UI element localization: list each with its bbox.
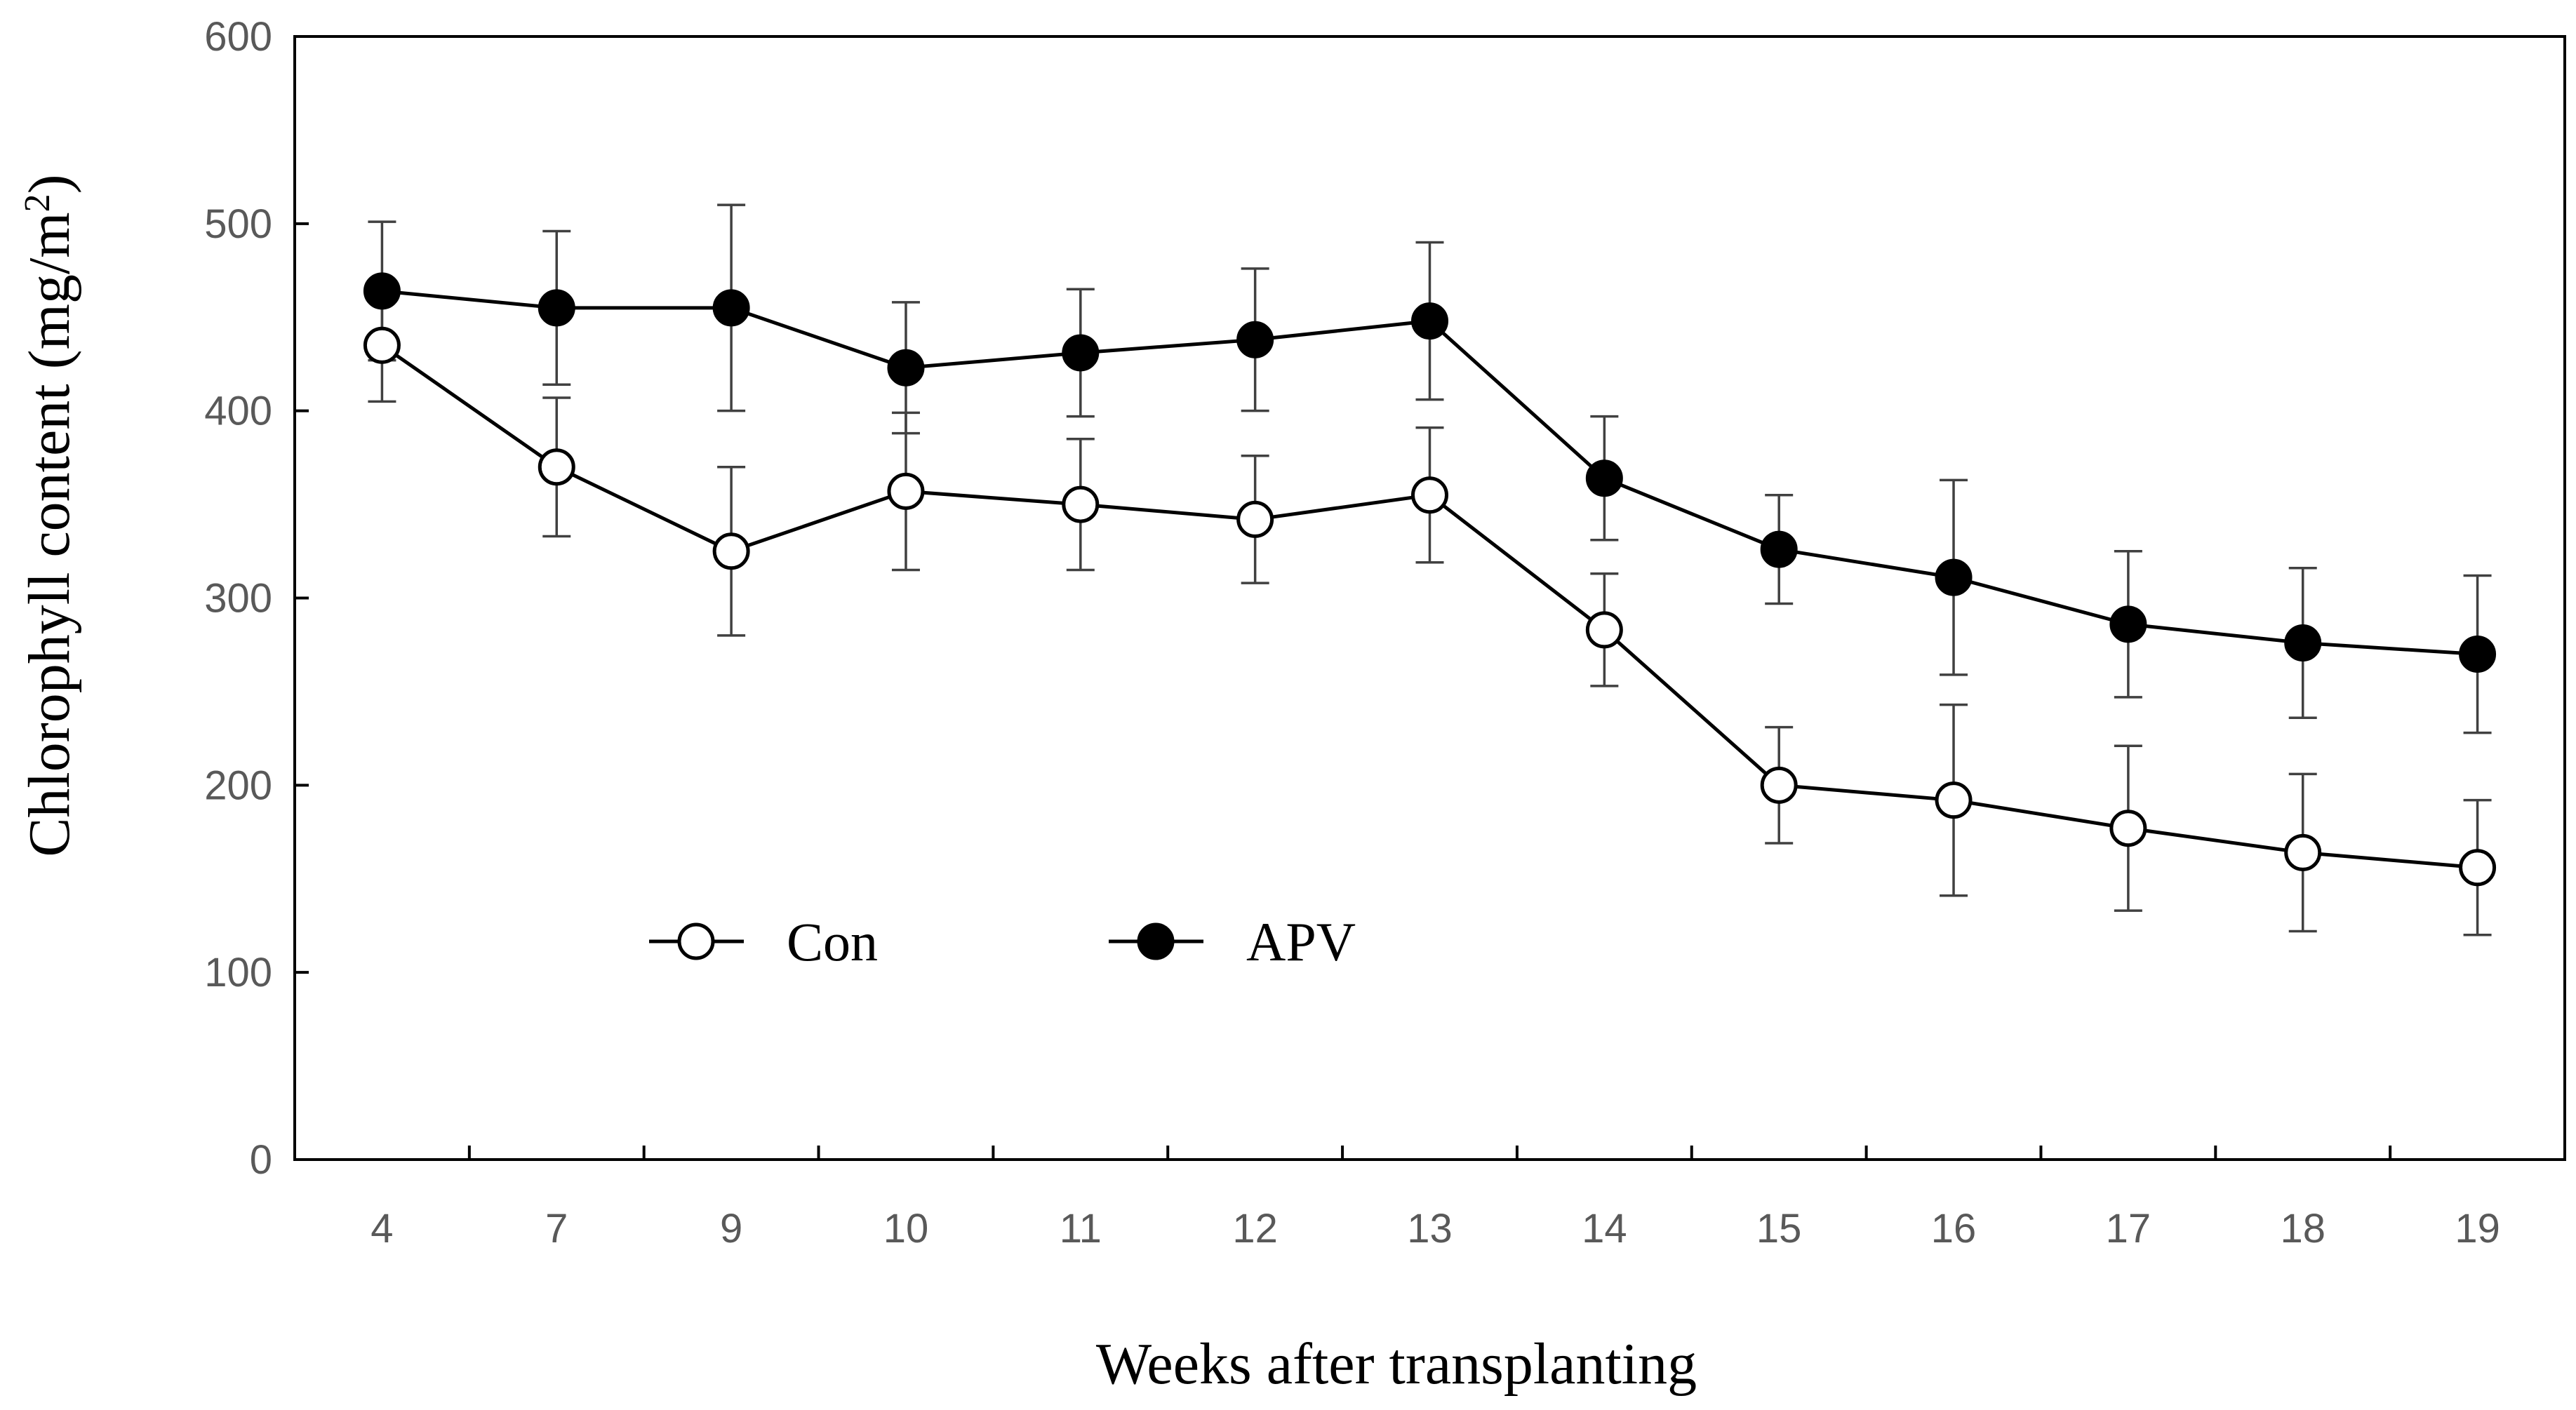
legend-label: Con: [787, 911, 878, 972]
data-point-apv: [363, 272, 401, 310]
y-tick-label: 200: [204, 763, 272, 808]
data-point-apv: [538, 289, 575, 327]
y-tick-label: 300: [204, 576, 272, 622]
data-point-con: [1062, 485, 1100, 523]
legend-item-apv: APV: [1109, 911, 1356, 972]
data-point-apv: [1585, 459, 1623, 497]
data-point-apv: [2459, 636, 2497, 673]
data-point-apv: [1411, 302, 1448, 340]
y-axis-title-superscript: 2: [18, 194, 58, 212]
data-point-apv: [1760, 530, 1798, 568]
x-tick-label: 14: [1582, 1206, 1627, 1251]
data-point-con: [1236, 500, 1274, 538]
y-tick-label: 100: [204, 950, 272, 995]
x-tick-label: 13: [1407, 1206, 1453, 1251]
data-point-apv: [712, 289, 750, 327]
x-tick-label: 17: [2106, 1206, 2151, 1251]
data-point-con: [1585, 611, 1623, 649]
legend-item-con: Con: [649, 911, 878, 972]
x-tick-label: 19: [2455, 1206, 2500, 1251]
x-tick-label: 12: [1232, 1206, 1278, 1251]
data-markers: [363, 272, 2497, 887]
data-point-apv: [1062, 334, 1100, 372]
x-tick-label: 18: [2280, 1206, 2325, 1251]
data-point-con: [2109, 810, 2147, 847]
data-point-apv: [887, 349, 925, 387]
y-axis: 0 100 200 300 400 500 600: [204, 14, 309, 1183]
y-axis-title: Chlorophyll content (mg/m2): [17, 174, 82, 857]
y-tick-label: 0: [250, 1137, 272, 1183]
data-point-con: [712, 532, 750, 570]
x-tick-label: 4: [371, 1206, 393, 1251]
y-tick-label: 600: [204, 14, 272, 60]
data-point-con: [2459, 849, 2497, 887]
data-point-con: [2284, 833, 2322, 871]
y-tick-label: 500: [204, 201, 272, 247]
data-point-con: [887, 472, 925, 510]
legend-marker: [1137, 922, 1175, 960]
y-axis-title-main: Chlorophyll content (mg/m: [17, 212, 82, 857]
x-tick-label: 9: [720, 1206, 742, 1251]
data-point-con: [1760, 766, 1798, 804]
data-point-apv: [1935, 558, 1973, 596]
x-axis-title: Weeks after transplanting: [1096, 1331, 1697, 1397]
data-point-con: [1411, 476, 1448, 514]
y-tick-label: 400: [204, 389, 272, 434]
legend-label: APV: [1246, 911, 1356, 972]
x-tick-label: 15: [1756, 1206, 1802, 1251]
data-point-apv: [2284, 624, 2322, 662]
x-tick-label: 11: [1060, 1206, 1102, 1251]
x-tick-label: 16: [1931, 1206, 1977, 1251]
data-point-con: [363, 326, 401, 364]
x-axis: 4 7 9 10 11 12 13 14 15 16 17 18 19: [371, 1146, 2500, 1251]
data-point-con: [1935, 781, 1973, 819]
y-axis-title-close: ): [17, 174, 82, 194]
data-point-apv: [2109, 605, 2147, 643]
legend-marker: [677, 922, 715, 960]
x-tick-label: 7: [545, 1206, 568, 1251]
data-point-apv: [1236, 321, 1274, 358]
x-tick-label: 10: [883, 1206, 929, 1251]
legend: Con APV: [649, 911, 1356, 972]
data-point-con: [538, 448, 575, 486]
